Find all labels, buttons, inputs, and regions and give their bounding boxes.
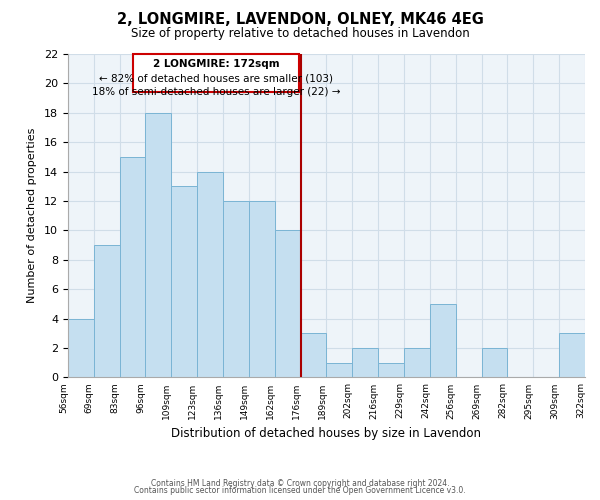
Bar: [223, 201, 249, 378]
Bar: [94, 245, 119, 378]
Bar: [68, 318, 94, 378]
Bar: [482, 348, 508, 378]
Bar: [172, 186, 197, 378]
Bar: [326, 362, 352, 378]
X-axis label: Distribution of detached houses by size in Lavendon: Distribution of detached houses by size …: [172, 427, 481, 440]
Text: ← 82% of detached houses are smaller (103): ← 82% of detached houses are smaller (10…: [99, 73, 333, 83]
Text: 2, LONGMIRE, LAVENDON, OLNEY, MK46 4EG: 2, LONGMIRE, LAVENDON, OLNEY, MK46 4EG: [116, 12, 484, 28]
Y-axis label: Number of detached properties: Number of detached properties: [27, 128, 37, 304]
Bar: [559, 334, 585, 378]
Bar: [145, 113, 172, 378]
Bar: [404, 348, 430, 378]
Bar: [197, 172, 223, 378]
Bar: [430, 304, 456, 378]
Bar: [352, 348, 378, 378]
Bar: [301, 334, 326, 378]
Text: Contains HM Land Registry data © Crown copyright and database right 2024.: Contains HM Land Registry data © Crown c…: [151, 478, 449, 488]
Bar: [275, 230, 301, 378]
Text: 18% of semi-detached houses are larger (22) →: 18% of semi-detached houses are larger (…: [92, 87, 340, 97]
Bar: [378, 362, 404, 378]
Text: 2 LONGMIRE: 172sqm: 2 LONGMIRE: 172sqm: [152, 59, 279, 69]
FancyBboxPatch shape: [133, 54, 299, 92]
Bar: [249, 201, 275, 378]
Bar: [119, 157, 145, 378]
Text: Size of property relative to detached houses in Lavendon: Size of property relative to detached ho…: [131, 28, 469, 40]
Text: Contains public sector information licensed under the Open Government Licence v3: Contains public sector information licen…: [134, 486, 466, 495]
